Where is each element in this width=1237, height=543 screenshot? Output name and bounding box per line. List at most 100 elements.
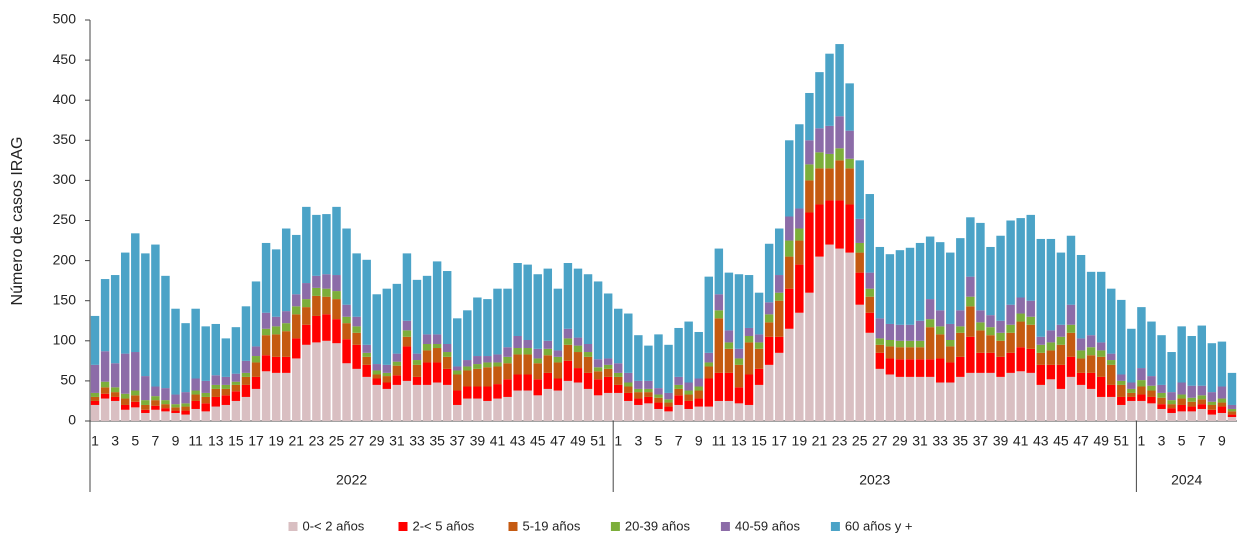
bar-segment — [634, 392, 643, 399]
x-tick-label: 35 — [953, 433, 969, 449]
bar-segment — [533, 348, 542, 359]
bar-segment — [583, 344, 593, 353]
bar-segment — [714, 294, 724, 311]
bar-segment — [342, 323, 351, 340]
bar-segment — [694, 331, 703, 379]
bar-segment — [1167, 412, 1176, 421]
bar-segment — [704, 406, 714, 421]
bar-segment — [774, 336, 784, 353]
bar-segment — [573, 268, 583, 338]
bar-segment — [734, 274, 744, 349]
bar-segment — [1177, 326, 1186, 383]
bar-segment — [271, 372, 281, 421]
bar-segment — [654, 394, 663, 398]
bar-segment — [161, 388, 170, 401]
bar-segment — [935, 242, 945, 311]
bar-segment — [754, 368, 764, 385]
y-axis-label: Número de casos IRAG — [9, 137, 26, 306]
x-tick-label: 5 — [1178, 433, 1186, 449]
bar-segment — [131, 407, 140, 421]
bar-segment — [774, 292, 784, 301]
bar-segment — [835, 248, 844, 421]
bar-segment — [1177, 394, 1186, 399]
x-tick-label: 1 — [1138, 433, 1146, 449]
bar-segment — [1006, 304, 1015, 325]
bar-segment — [90, 315, 100, 365]
bar-segment — [754, 292, 764, 335]
bar-segment — [684, 394, 693, 401]
x-tick-label: 27 — [349, 433, 365, 449]
bar-segment — [221, 384, 231, 389]
bar-segment — [312, 275, 321, 288]
bar-segment — [1157, 335, 1166, 385]
bar-segment — [704, 352, 714, 363]
bar-segment — [442, 356, 452, 369]
bar-segment — [976, 322, 985, 331]
bar-segment — [1046, 350, 1056, 365]
bar-segment — [563, 338, 573, 345]
bar-segment — [241, 360, 251, 373]
bar-segment — [533, 379, 542, 396]
bar-segment — [684, 321, 693, 383]
bar-segment — [875, 318, 885, 339]
bar-segment — [956, 326, 965, 333]
bar-segment — [463, 398, 472, 421]
bar-segment — [453, 366, 462, 371]
bar-segment — [754, 342, 764, 349]
bar-segment — [714, 372, 724, 401]
bar-segment — [151, 244, 160, 387]
bar-segment — [402, 330, 412, 337]
bar-segment — [161, 400, 170, 405]
bar-segment — [1026, 316, 1035, 325]
bar-segment — [1026, 348, 1035, 373]
bar-segment — [925, 359, 935, 377]
bar-segment — [463, 366, 472, 371]
x-tick-label: 1 — [614, 433, 622, 449]
bar-segment — [915, 376, 925, 421]
x-tick-label: 7 — [675, 433, 683, 449]
x-tick-label: 23 — [832, 433, 848, 449]
bar-segment — [362, 376, 371, 421]
x-tick-label: 51 — [590, 433, 606, 449]
bar-segment — [211, 388, 220, 397]
bar-segment — [382, 364, 392, 373]
bar-segment — [835, 148, 844, 161]
bar-segment — [191, 400, 200, 409]
bar-segment — [422, 344, 432, 351]
bar-segment — [553, 350, 563, 357]
bar-segment — [583, 352, 593, 357]
bar-segment — [785, 240, 794, 257]
x-tick-label: 49 — [1093, 433, 1109, 449]
bar-segment — [241, 376, 251, 385]
bar-segment — [1157, 384, 1166, 393]
group-label: 2022 — [336, 472, 367, 488]
bar-segment — [382, 388, 392, 421]
legend-label: 2-< 5 años — [413, 518, 475, 533]
bar-segment — [644, 392, 653, 397]
bar-segment — [634, 404, 643, 421]
bar-segment — [1197, 408, 1207, 421]
bar-segment — [1127, 392, 1136, 397]
bar-segment — [412, 353, 422, 361]
bar-segment — [1096, 356, 1106, 377]
x-tick-label: 27 — [872, 433, 888, 449]
bar-segment — [805, 180, 814, 213]
bar-segment — [1056, 344, 1066, 365]
x-tick-label: 13 — [208, 433, 224, 449]
bar-segment — [825, 200, 834, 245]
bar-segment — [1227, 404, 1237, 409]
bar-segment — [332, 275, 341, 292]
bar-segment — [825, 244, 834, 421]
bar-segment — [694, 398, 703, 407]
bar-segment — [1207, 392, 1217, 402]
bar-segment — [885, 346, 895, 359]
bar-segment — [764, 322, 774, 337]
bar-segment — [312, 295, 321, 316]
bar-segment — [684, 390, 693, 395]
bar-segment — [503, 396, 512, 421]
bar-segment — [785, 140, 794, 217]
bar-segment — [624, 400, 633, 421]
bar-segment — [453, 404, 462, 421]
bar-segment — [634, 335, 643, 381]
x-tick-label: 15 — [751, 433, 767, 449]
